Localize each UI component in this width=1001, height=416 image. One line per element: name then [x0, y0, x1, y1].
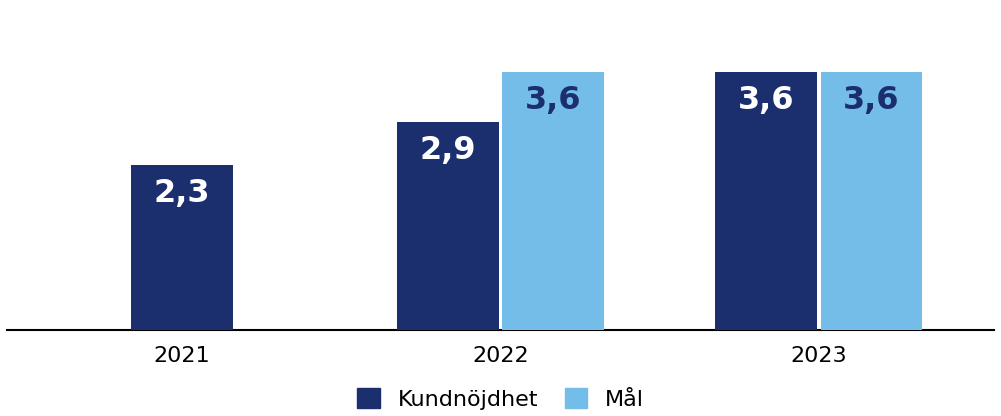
Legend: Kundnöjdhet, Mål: Kundnöjdhet, Mål: [357, 389, 644, 410]
Text: 2,9: 2,9: [419, 135, 476, 166]
Text: 3,6: 3,6: [843, 84, 900, 116]
Bar: [503, 72, 604, 330]
Bar: [131, 165, 233, 330]
Bar: [397, 122, 498, 330]
Text: 3,6: 3,6: [525, 84, 582, 116]
Text: 2,3: 2,3: [154, 178, 210, 209]
Bar: [821, 72, 922, 330]
Bar: [716, 72, 818, 330]
Text: 3,6: 3,6: [738, 84, 795, 116]
